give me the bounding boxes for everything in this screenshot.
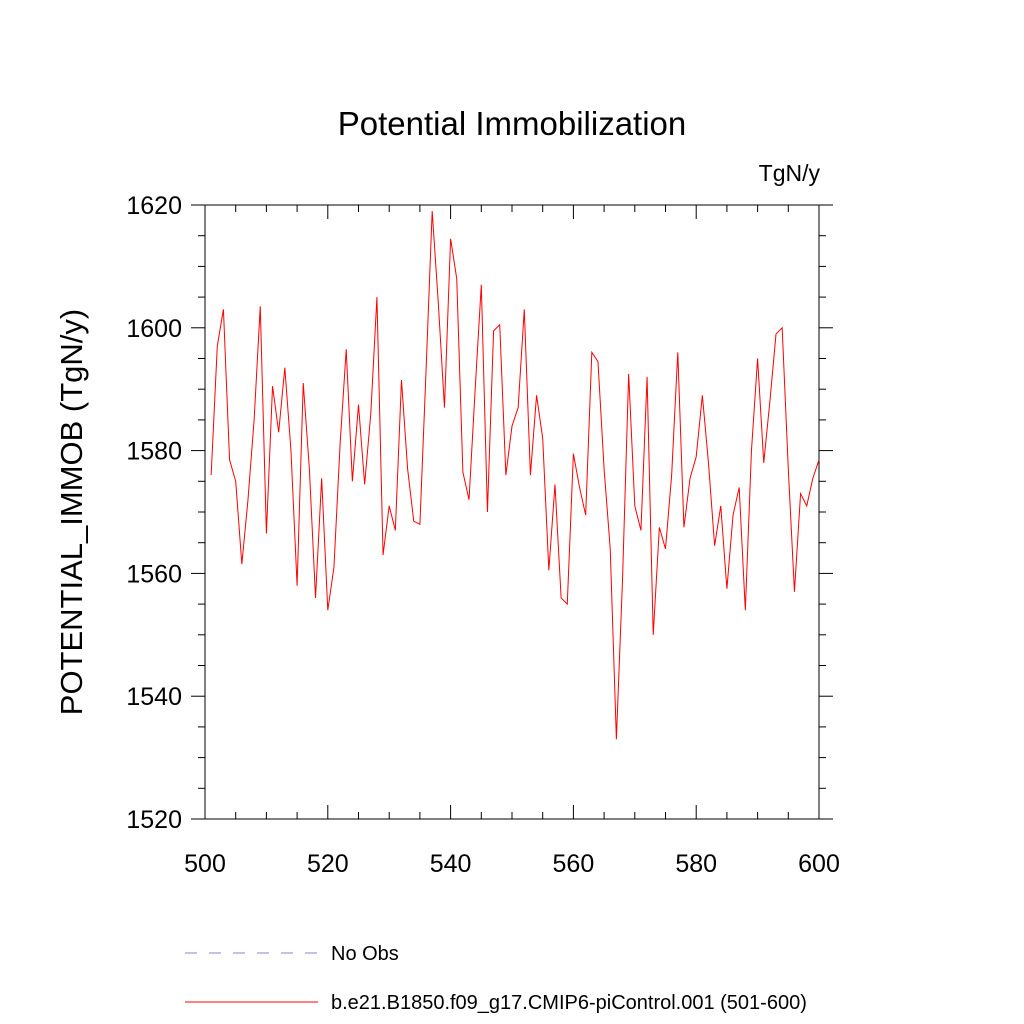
x-tick-label: 580 xyxy=(675,850,717,878)
y-tick-label: 1520 xyxy=(126,806,182,834)
legend: No Obs b.e21.B1850.f09_g17.CMIP6-piContr… xyxy=(185,943,807,1014)
legend-label-model-run: b.e21.B1850.f09_g17.CMIP6-piControl.001 … xyxy=(331,992,807,1014)
x-tick-label: 520 xyxy=(307,850,349,878)
axes: 500 520 540 560 580 600 1520 1540 1560 1580 1600 16… xyxy=(126,192,839,878)
y-axis-label: POTENTIAL_IMMOB (TgN/y) xyxy=(54,309,89,715)
y-tick-label: 1560 xyxy=(126,560,182,588)
y-tick-label: 1580 xyxy=(126,438,182,466)
x-tick-label: 500 xyxy=(184,850,226,878)
x-tick-label: 540 xyxy=(430,850,472,878)
units-label: TgN/y xyxy=(759,160,821,186)
chart-title: Potential Immobilization xyxy=(338,105,687,142)
x-tick-label: 600 xyxy=(798,850,840,878)
x-tick-label: 560 xyxy=(553,850,595,878)
y-tick-label: 1600 xyxy=(126,315,182,343)
series-line-1 xyxy=(210,211,820,740)
plot-frame xyxy=(204,204,820,820)
series-layer xyxy=(210,211,820,740)
legend-label-no-obs: No Obs xyxy=(331,943,399,965)
y-tick-label: 1540 xyxy=(126,683,182,711)
plot-area xyxy=(204,204,820,820)
y-tick-label: 1620 xyxy=(126,192,182,220)
